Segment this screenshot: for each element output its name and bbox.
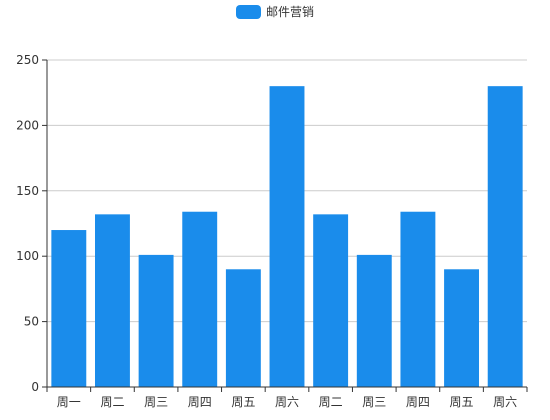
axes: 0 50 100 150 200 250 周一 周二 周三 周四 周五 周六 周二 周三 周四 周五 周六 (16, 53, 528, 409)
x-tick-label: 周一 (57, 395, 81, 409)
legend-label: 邮件营销 (266, 5, 314, 19)
bar[interactable] (313, 214, 349, 387)
bar[interactable] (138, 254, 174, 387)
x-tick-label: 周四 (406, 395, 430, 409)
bar[interactable] (225, 269, 261, 387)
y-tick-label: 150 (16, 184, 39, 198)
x-tick-label: 周二 (100, 395, 124, 409)
legend-swatch (236, 5, 261, 19)
bar[interactable] (95, 214, 130, 387)
x-tick-label: 周四 (188, 395, 212, 409)
legend[interactable]: 邮件营销 (236, 5, 314, 19)
x-tick-label: 周六 (275, 395, 299, 409)
bar[interactable] (356, 254, 392, 387)
y-tick-label: 250 (16, 53, 39, 67)
x-tick-label: 周三 (144, 395, 168, 409)
bar[interactable] (487, 86, 523, 387)
x-tick-label: 周三 (362, 395, 386, 409)
bar[interactable] (400, 211, 436, 387)
bar[interactable] (182, 211, 218, 387)
bar[interactable] (269, 86, 305, 387)
bar[interactable] (444, 269, 479, 387)
x-tick-label: 周二 (319, 395, 343, 409)
bar[interactable] (51, 230, 87, 387)
y-tick-label: 200 (16, 118, 39, 132)
y-tick-label: 50 (24, 315, 39, 329)
y-tick-label: 100 (16, 249, 39, 263)
x-tick-label: 周六 (493, 395, 517, 409)
y-tick-label: 0 (31, 380, 39, 394)
x-tick-label: 周五 (231, 395, 255, 409)
x-tick-label: 周五 (450, 395, 474, 409)
bars (51, 86, 523, 387)
